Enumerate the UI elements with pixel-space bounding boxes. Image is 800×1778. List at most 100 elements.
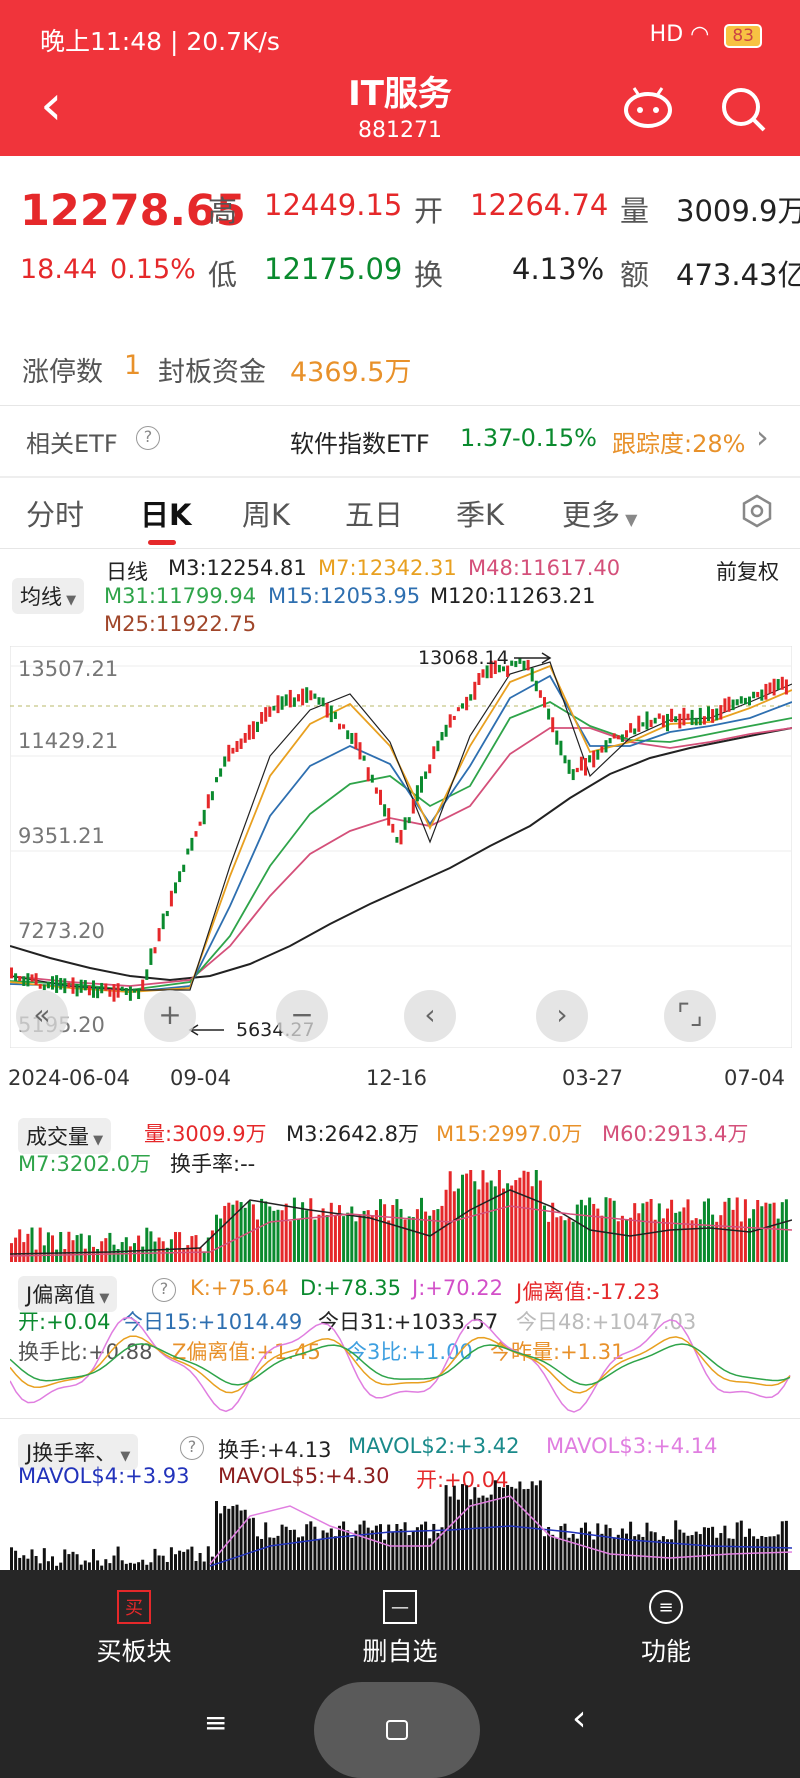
volume-chart[interactable] — [10, 1170, 792, 1262]
divider — [0, 476, 800, 478]
buy-sector-button[interactable]: 买 买板块 — [54, 1590, 214, 1668]
volume-bar — [108, 1232, 112, 1262]
y-tick: 13507.21 — [18, 657, 118, 681]
tab-intraday[interactable]: 分时 — [26, 498, 85, 532]
candle — [251, 721, 255, 740]
volume-bar — [551, 1202, 555, 1262]
settings-hexagon-icon[interactable] — [740, 494, 774, 532]
kline-chart[interactable]: 13068.14 5634.27 13507.21 11429.21 9351.… — [10, 646, 792, 1048]
volume-bar — [301, 1202, 305, 1262]
minus-box-icon: — — [383, 1590, 417, 1624]
turnover-bar — [206, 1546, 210, 1570]
volume-bar — [161, 1241, 165, 1262]
candle — [727, 696, 731, 712]
jturn-chart[interactable] — [10, 1476, 792, 1570]
candle — [477, 673, 481, 686]
remove-watchlist-label: 删自选 — [362, 1637, 438, 1666]
candle — [571, 769, 575, 781]
volume-bar — [522, 1170, 526, 1262]
candle — [186, 848, 190, 855]
volume-bar — [403, 1219, 407, 1262]
candle — [42, 984, 46, 991]
volume-bar — [547, 1221, 551, 1262]
tab-more[interactable]: 更多 ▼ — [562, 492, 637, 534]
scroll-left-fast-button[interactable]: « — [16, 990, 68, 1042]
robot-assistant-icon[interactable] — [622, 86, 674, 130]
candle — [108, 988, 112, 997]
turnover-bar — [645, 1522, 649, 1570]
volume-bar — [309, 1198, 313, 1262]
turnover-bar — [276, 1535, 280, 1570]
tab-daily-k[interactable]: 日K — [140, 498, 192, 532]
next-button[interactable]: › — [536, 990, 588, 1042]
candle — [354, 732, 358, 750]
jturn-indicator-button[interactable]: J换手率、 ▼ — [18, 1434, 139, 1470]
candle — [63, 978, 67, 994]
function-menu-button[interactable]: ≡ 功能 — [586, 1590, 746, 1668]
volume-bar — [571, 1221, 575, 1262]
candle — [506, 665, 510, 677]
volume-bar — [563, 1220, 567, 1262]
volume-bar — [567, 1218, 571, 1262]
back-button[interactable]: ‹ — [40, 73, 63, 138]
jturn-mavol3-label: MAVOL$3:+4.14 — [546, 1434, 718, 1458]
volume-bar — [518, 1177, 522, 1262]
turnover-bar — [510, 1486, 514, 1570]
turnover-bar — [231, 1506, 235, 1570]
ma-line-m31 — [10, 700, 792, 991]
divider — [0, 1418, 800, 1419]
volume-bar — [67, 1231, 71, 1262]
turnover-bar — [625, 1533, 628, 1570]
zoom-in-button[interactable]: + — [144, 990, 196, 1042]
remove-watchlist-button[interactable]: — 删自选 — [320, 1590, 480, 1668]
turnover-bar — [317, 1539, 321, 1570]
turnover-bar — [661, 1536, 665, 1570]
arrowhead — [541, 652, 552, 664]
help-icon[interactable]: ? — [136, 426, 160, 450]
volume-bar — [370, 1215, 374, 1262]
turnover-bar — [428, 1538, 432, 1570]
candle — [653, 717, 657, 724]
turnover-bar — [461, 1484, 464, 1570]
fullscreen-icon[interactable]: ⌜⌟ — [664, 990, 716, 1042]
volume-bar — [178, 1232, 182, 1262]
turnover-bar — [411, 1530, 415, 1570]
nav-home-button[interactable] — [314, 1682, 480, 1778]
tab-weekly-k[interactable]: 周K — [242, 498, 291, 532]
jdev-indicator-button[interactable]: J偏离值 ▼ — [18, 1276, 118, 1312]
tab-five-day[interactable]: 五日 — [345, 498, 404, 532]
turnover-bar — [547, 1527, 551, 1570]
low-label: 低 — [208, 258, 238, 292]
turnover-bar — [79, 1564, 83, 1570]
jdev-d-label: D:+78.35 — [300, 1276, 401, 1300]
nav-back-icon[interactable]: ‹ — [572, 1698, 587, 1739]
volume-bar — [485, 1182, 489, 1262]
candle — [776, 679, 780, 690]
turnover-bar — [350, 1537, 354, 1570]
adjust-mode-button[interactable]: 前复权 — [716, 560, 779, 584]
search-icon[interactable] — [720, 86, 768, 134]
candle — [440, 732, 444, 741]
volume-bar — [608, 1198, 612, 1262]
volume-indicator-button[interactable]: 成交量 ▼ — [18, 1118, 112, 1154]
high-value: 12449.15 — [264, 188, 403, 222]
jdev-indicator-label: J偏离值 — [26, 1283, 96, 1307]
tab-quarterly-k[interactable]: 季K — [456, 498, 505, 532]
candle — [735, 699, 739, 706]
nav-menu-icon[interactable]: ≡ — [204, 1706, 228, 1739]
turnover-bar — [362, 1520, 366, 1570]
previous-button[interactable]: ‹ — [404, 990, 456, 1042]
help-icon[interactable]: ? — [180, 1436, 204, 1460]
volume-bar — [674, 1212, 678, 1262]
volume-bar — [137, 1235, 141, 1262]
indicator-select-button[interactable]: 均线 ▼ — [12, 578, 85, 614]
turnover-bar — [153, 1548, 157, 1570]
candle — [403, 817, 407, 830]
caret-down-icon: ▼ — [95, 1291, 110, 1306]
help-icon[interactable]: ? — [152, 1278, 176, 1302]
jdev-chart[interactable] — [10, 1306, 792, 1418]
candle — [469, 694, 473, 701]
candle — [678, 713, 682, 729]
candle — [346, 730, 350, 740]
zoom-out-button[interactable]: − — [276, 990, 328, 1042]
